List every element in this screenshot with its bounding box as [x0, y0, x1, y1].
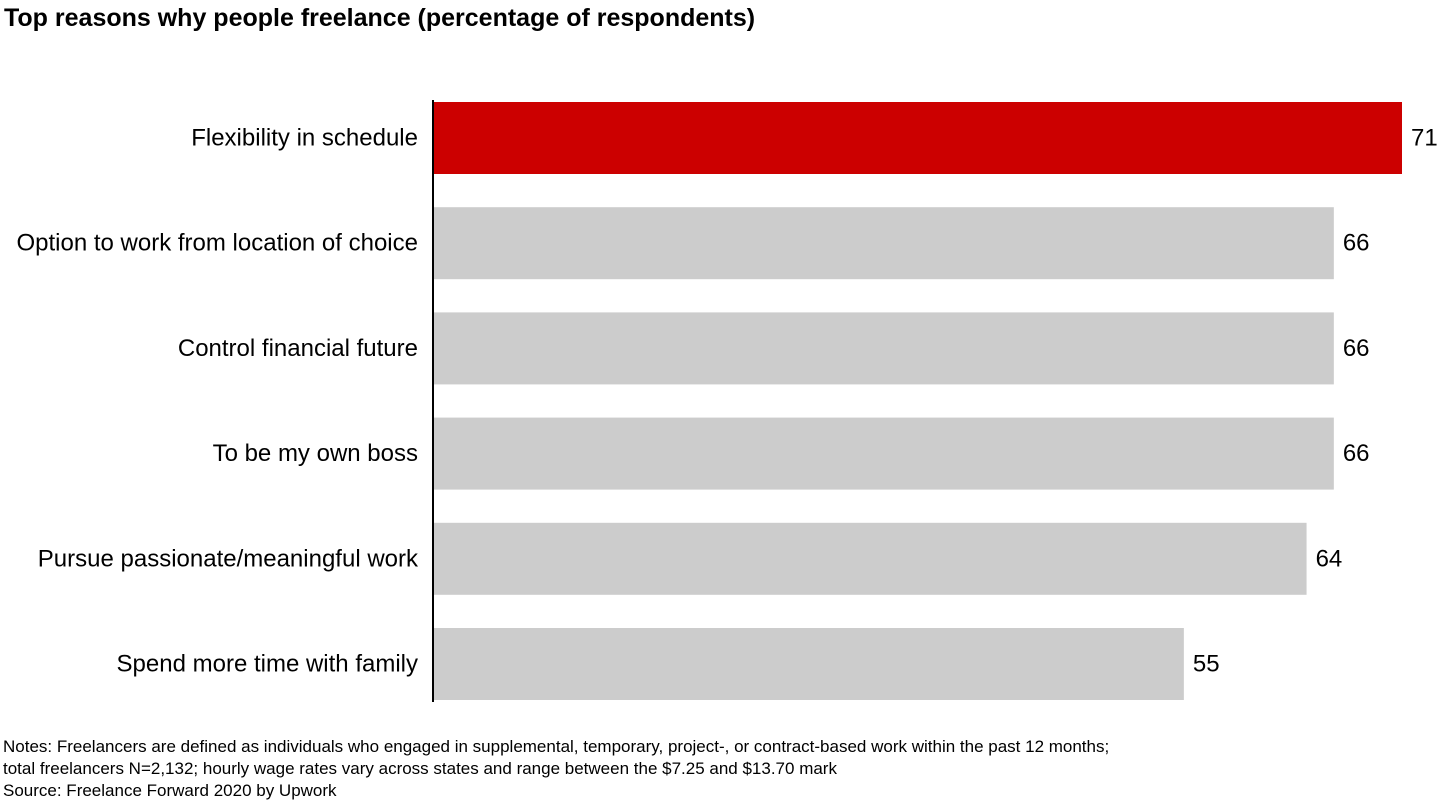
- value-label: 64: [1316, 545, 1343, 572]
- value-label: 66: [1343, 335, 1370, 362]
- bar-chart: Flexibility in schedule Option to work fr…: [16, 100, 1438, 702]
- bar: [434, 102, 1402, 174]
- category-label: To be my own boss: [213, 440, 418, 467]
- notes-line-2: total freelancers N=2,132; hourly wage r…: [3, 759, 837, 778]
- value-labels-layer: 71 66 66 66 64 55: [1193, 125, 1438, 678]
- bar: [434, 207, 1334, 280]
- category-label: Flexibility in schedule: [191, 125, 418, 152]
- chart-title: Top reasons why people freelance (percen…: [4, 4, 756, 32]
- value-label: 55: [1193, 651, 1220, 678]
- bar: [434, 312, 1334, 385]
- category-label: Pursue passionate/meaningful work: [38, 545, 419, 572]
- bar: [434, 628, 1184, 700]
- category-label: Spend more time with family: [117, 651, 418, 678]
- source-line: Source: Freelance Forward 2020 by Upwork: [3, 781, 337, 800]
- bar: [434, 522, 1307, 595]
- category-label: Control financial future: [178, 335, 418, 362]
- bars-layer: [434, 102, 1402, 700]
- value-label: 71: [1411, 125, 1438, 152]
- bar: [434, 417, 1334, 490]
- category-labels-layer: Flexibility in schedule Option to work fr…: [16, 125, 419, 678]
- value-label: 66: [1343, 230, 1370, 257]
- chart-notes: Notes: Freelancers are defined as indivi…: [3, 736, 1109, 802]
- category-label: Option to work from location of choice: [16, 230, 418, 257]
- value-label: 66: [1343, 440, 1370, 467]
- notes-line-1: Notes: Freelancers are defined as indivi…: [3, 737, 1110, 756]
